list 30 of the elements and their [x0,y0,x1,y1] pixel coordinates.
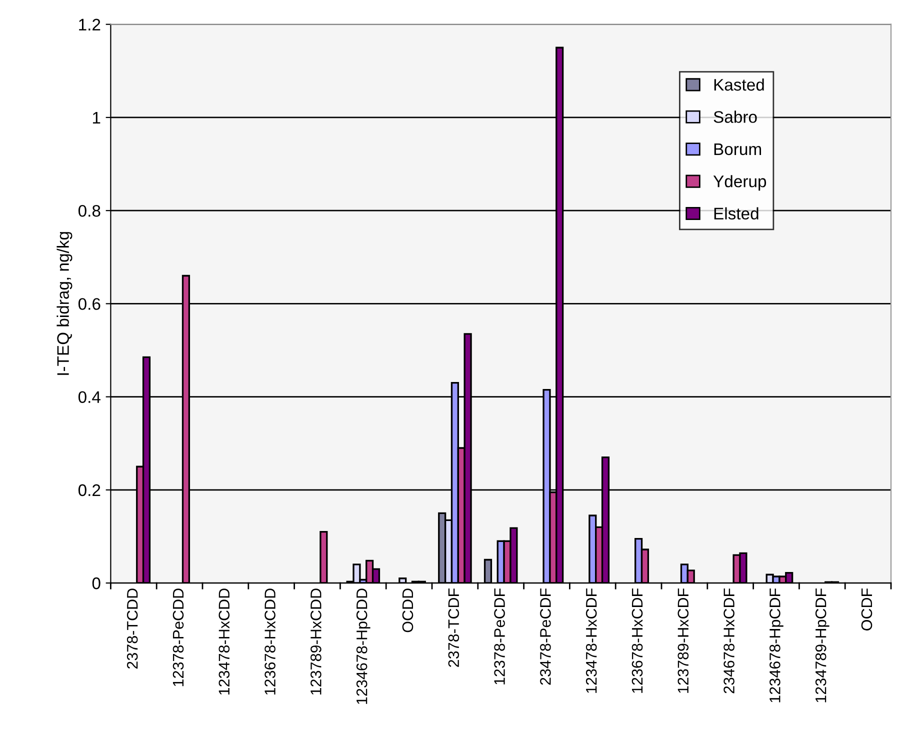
x-tick-label: 12378-PeCDF [494,588,505,684]
legend-label: Elsted [714,207,758,220]
x-tick-label: OCDF [861,588,872,630]
y-axis-title: I-TEQ bidrag, ng/kg [56,232,72,375]
x-tick-label: 123678-HxCDF [632,588,643,693]
y-tick-label: 0 [92,577,100,590]
x-tick-label: 23478-PeCDF [540,588,551,685]
x-tick-label: 123789-HxCDD [310,588,322,695]
legend-label: Kasted [714,78,764,91]
y-tick-label: 0.6 [78,298,100,310]
x-tick-label: 1234789-HpCDF [815,588,830,702]
y-tick-label: 0.2 [78,484,100,496]
y-tick-label: 0.4 [78,391,100,403]
x-tick-label: 123789-HxCDF [678,588,689,693]
x-tick-label: 123478-HxCDD [218,588,230,695]
x-tick-label: 12378-PeCDD [172,588,184,686]
x-tick-label: OCDD [402,588,414,632]
legend-label: Borum [714,143,762,156]
legend-label: Sabro [714,110,757,123]
x-tick-label: 1234678-HpCDD [356,588,370,704]
x-tick-label: 123478-HxCDF [586,588,597,693]
x-tick-label: 2378-TCDD [126,588,138,669]
x-tick-label: 2378-TCDF [448,588,460,667]
y-tick-label: 1.2 [79,18,100,30]
y-tick-label: 1 [92,112,100,124]
x-tick-label: 123678-HxCDD [264,588,276,695]
x-tick-label: 1234678-HpCDF [770,588,784,702]
x-tick-label: 234678-HxCDF [724,588,734,694]
legend-label: Yderup [713,175,766,191]
y-tick-label: 0.8 [78,204,100,217]
